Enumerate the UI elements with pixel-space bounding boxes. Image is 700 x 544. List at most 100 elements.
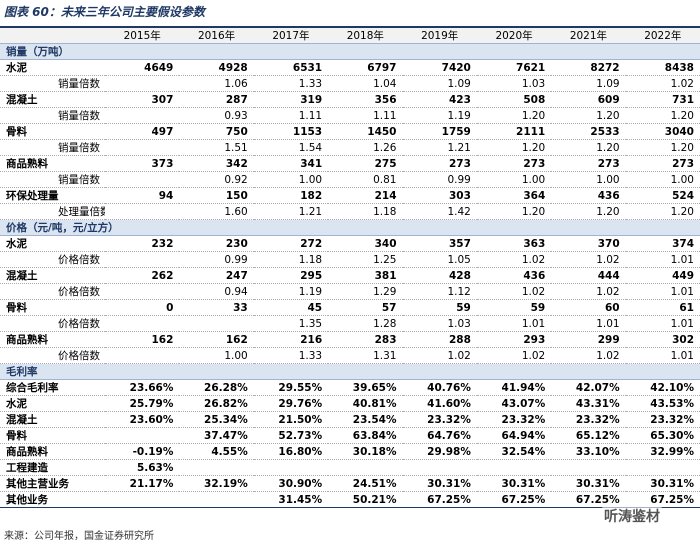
column-header: 2017年 — [253, 27, 329, 44]
cell: 0.93 — [179, 107, 254, 124]
cell: 3040 — [625, 123, 700, 140]
cell: 293 — [476, 331, 552, 348]
cell: 1.20 — [625, 203, 700, 220]
cell: 41.94% — [476, 379, 552, 396]
cell: 1.19 — [253, 283, 329, 300]
cell: 1.42 — [402, 203, 477, 220]
cell: 67.25% — [402, 491, 477, 508]
cell: 0.99 — [179, 251, 254, 268]
cell: 16.80% — [253, 443, 329, 460]
cell: -0.19% — [105, 443, 180, 460]
source: 来源：公司年报，国金证券研究所 — [4, 531, 154, 542]
cell: 61 — [625, 299, 700, 316]
cell: 50.21% — [328, 491, 403, 508]
cell: 25.79% — [105, 395, 180, 412]
cell: 32.19% — [179, 475, 254, 492]
cell: 7621 — [476, 59, 552, 76]
cell: 0 — [105, 299, 180, 316]
cell: 30.90% — [253, 475, 329, 492]
cell: 295 — [253, 267, 329, 284]
cell — [551, 459, 626, 476]
cell: 67.25% — [476, 491, 552, 508]
cell — [179, 459, 254, 476]
cell: 1.01 — [625, 347, 700, 364]
cell: 21.50% — [253, 411, 329, 428]
cell: 299 — [551, 331, 626, 348]
cell: 150 — [179, 187, 254, 204]
cell: 7420 — [402, 59, 477, 76]
row-label: 混凝土 — [0, 411, 105, 428]
cell: 67.25% — [625, 491, 700, 508]
cell: 6531 — [253, 59, 329, 76]
cell: 29.76% — [253, 395, 329, 412]
cell: 1.01 — [625, 251, 700, 268]
cell: 750 — [179, 123, 254, 140]
cell: 272 — [253, 235, 329, 252]
cell: 1.00 — [551, 171, 626, 188]
row-label: 混凝土 — [0, 91, 105, 108]
row-label: 销量倍数 — [0, 171, 105, 188]
cell: 52.73% — [253, 427, 329, 444]
table-row: 商品熟料 373 342 341 275 273 273 273 273 — [0, 155, 700, 172]
cell — [179, 491, 254, 508]
cell — [625, 459, 700, 476]
cell: 524 — [625, 187, 700, 204]
cell: 29.98% — [402, 443, 477, 460]
table-row: 其他主营业务 21.17% 32.19% 30.90% 24.51% 30.31% 30.3… — [0, 475, 700, 492]
cell: 1.02 — [476, 347, 552, 364]
cell: 340 — [328, 235, 403, 252]
cell: 41.60% — [402, 395, 477, 412]
row-label: 骨料 — [0, 299, 105, 316]
cell: 59 — [402, 299, 477, 316]
cell: 43.31% — [551, 395, 626, 412]
cell: 1.20 — [476, 139, 552, 156]
column-header: 2016年 — [179, 27, 254, 44]
cell: 40.76% — [402, 379, 477, 396]
cell: 1.18 — [328, 203, 403, 220]
table-row: 销量倍数 0.92 1.00 0.81 0.99 1.00 1.00 1.00 — [0, 171, 700, 188]
cell: 307 — [105, 91, 180, 108]
cell: 1.04 — [328, 75, 403, 92]
cell: 273 — [402, 155, 477, 172]
cell: 23.60% — [105, 411, 180, 428]
table-row: 水泥 25.79% 26.82% 29.76% 40.81% 41.60% 43.07% 43… — [0, 395, 700, 412]
cell: 247 — [179, 267, 254, 284]
table-row: 综合毛利率 23.66% 26.28% 29.55% 39.65% 40.76% 41.94… — [0, 379, 700, 396]
cell: 57 — [328, 299, 403, 316]
cell: 1.20 — [476, 107, 552, 124]
cell: 1.11 — [328, 107, 403, 124]
cell — [476, 459, 552, 476]
cell: 59 — [476, 299, 552, 316]
table-row: 商品熟料 162 162 216 283 288 293 299 302 — [0, 331, 700, 348]
cell: 356 — [328, 91, 403, 108]
cell: 23.32% — [402, 411, 477, 428]
cell: 4649 — [105, 59, 180, 76]
cell: 23.66% — [105, 379, 180, 396]
cell: 1.01 — [551, 315, 626, 332]
column-header: 2022年 — [625, 27, 700, 44]
cell — [328, 459, 403, 476]
cell: 1.01 — [625, 283, 700, 300]
row-label: 价格倍数 — [0, 251, 105, 268]
table-row: 价格倍数 0.94 1.19 1.29 1.12 1.02 1.02 1.01 — [0, 283, 700, 300]
row-label: 商品熟料 — [0, 155, 105, 172]
cell: 508 — [476, 91, 552, 108]
column-header: 2019年 — [402, 27, 477, 44]
row-label: 工程建造 — [0, 459, 105, 476]
row-label: 商品熟料 — [0, 443, 105, 460]
cell: 373 — [105, 155, 180, 172]
cell: 1.60 — [179, 203, 254, 220]
cell: 381 — [328, 267, 403, 284]
cell: 357 — [402, 235, 477, 252]
section-row: 销量（万吨） — [0, 43, 700, 60]
cell: 2533 — [551, 123, 626, 140]
cell: 342 — [179, 155, 254, 172]
cell: 423 — [402, 91, 477, 108]
corner-cell — [0, 27, 105, 44]
cell: 302 — [625, 331, 700, 348]
column-header: 2021年 — [551, 27, 626, 44]
cell: 1.20 — [551, 107, 626, 124]
cell: 1.09 — [551, 75, 626, 92]
cell: 30.31% — [551, 475, 626, 492]
table-row: 骨料 37.47% 52.73% 63.84% 64.76% 64.94% 65.12% 65… — [0, 427, 700, 444]
